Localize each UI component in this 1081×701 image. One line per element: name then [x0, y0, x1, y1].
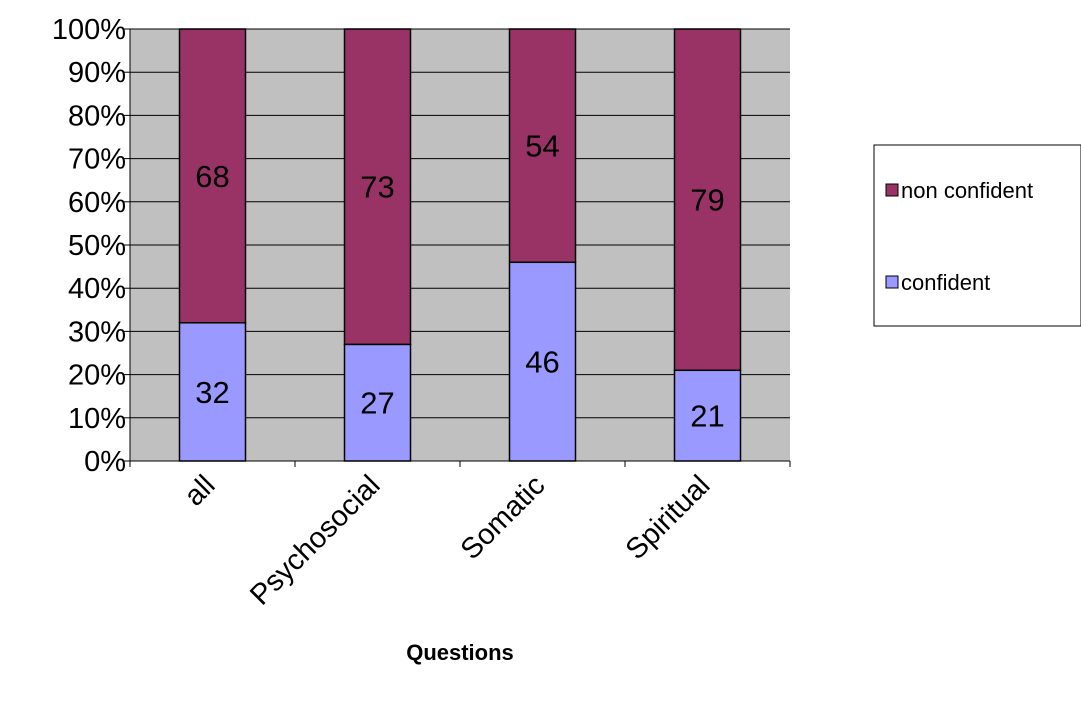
y-tick-label: 80% [68, 100, 126, 132]
data-label: 21 [690, 399, 724, 434]
data-label: 73 [360, 170, 394, 205]
bar-segment-non-confident [673, 28, 742, 372]
data-label: 27 [360, 386, 394, 421]
bars [178, 28, 742, 462]
axes [124, 28, 791, 467]
legend-box [873, 144, 1081, 327]
legend: non confident confident [873, 144, 1081, 327]
data-label: 46 [525, 345, 559, 380]
bar-segment-non-confident [343, 28, 412, 346]
y-tick-labels: 0% 10% 20% 30% 40% 50% 60% 70% 80% 90% 100% [52, 14, 126, 478]
legend-label-confident: confident [901, 270, 990, 295]
y-tick-label: 40% [68, 273, 126, 305]
x-category-label: Somatic [455, 469, 552, 566]
bar-segment-non-confident [178, 28, 247, 324]
bar-segment-confident [343, 343, 412, 462]
y-tick-label: 50% [68, 230, 126, 262]
data-label: 79 [690, 183, 724, 218]
y-tick-label: 100% [52, 14, 126, 46]
x-category-label: all [178, 469, 221, 512]
y-tick-label: 0% [84, 446, 126, 478]
data-label: 54 [525, 129, 559, 164]
data-label: 32 [195, 375, 229, 410]
y-tick-label: 30% [68, 316, 126, 348]
legend-label-non-confident: non confident [901, 178, 1033, 203]
legend-swatch-confident [885, 275, 899, 289]
x-category-label: Spiritual [620, 469, 717, 566]
y-tick-label: 20% [68, 360, 126, 392]
x-category-labels: all Psychosocial Somatic Spiritual [178, 469, 716, 611]
bar-segment-confident [178, 322, 247, 462]
bar-segment-confident [673, 369, 742, 462]
y-tick-label: 10% [68, 403, 126, 435]
x-axis-title: Questions [406, 640, 514, 665]
y-tick-label: 60% [68, 187, 126, 219]
bar-segment-confident [508, 261, 577, 462]
y-tick-label: 70% [68, 144, 126, 176]
legend-swatch-non-confident [885, 183, 899, 197]
data-labels: 32 68 27 73 46 54 21 79 [195, 129, 724, 434]
x-category-label: Psychosocial [244, 469, 386, 611]
y-tick-label: 90% [68, 57, 126, 89]
data-label: 68 [195, 159, 229, 194]
bar-segment-non-confident [508, 28, 577, 264]
